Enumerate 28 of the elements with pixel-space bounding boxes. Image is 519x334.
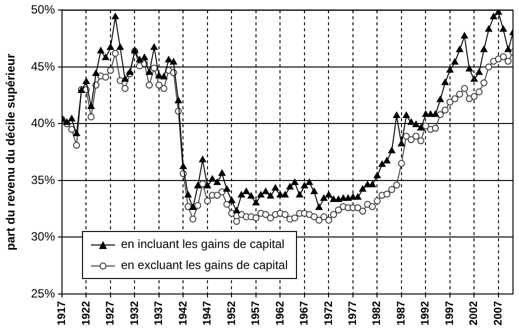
x-tick-label: 1927 [104, 301, 117, 326]
x-tick-label: 2002 [468, 301, 480, 326]
y-tick-label: 40% [30, 116, 56, 130]
x-tick-label: 1932 [128, 301, 141, 326]
legend-label: en excluant les gains de capital [121, 257, 288, 274]
x-tick-label: 1957 [250, 301, 262, 326]
x-tick-label: 1937 [153, 301, 166, 326]
y-tick-label: 45% [30, 59, 56, 74]
x-tick-label: 1992 [420, 301, 432, 326]
y-tick-label: 30% [30, 230, 56, 244]
x-tick-label: 1982 [371, 301, 384, 326]
y-tick-label: 50% [30, 2, 56, 17]
x-tick-label: 1947 [202, 301, 214, 326]
y-tick-label: 35% [30, 172, 56, 187]
x-tick-label: 1977 [347, 301, 359, 326]
y-axis-title: part du revenu du décile supérieur [4, 53, 18, 250]
x-tick-label: 1967 [298, 301, 311, 326]
x-tick-label: 1917 [56, 301, 68, 326]
x-tick-label: 1962 [274, 301, 286, 326]
legend-label: en incluant les gains de capital [121, 236, 284, 253]
x-tick-label: 1972 [322, 301, 335, 326]
x-tick-label: 1922 [80, 301, 92, 326]
y-tick-label: 25% [30, 286, 56, 300]
x-tick-label: 1987 [395, 301, 408, 326]
x-tick-label: 2007 [492, 301, 504, 326]
x-tick-label: 1952 [226, 301, 238, 326]
x-tick-label: 1997 [444, 301, 456, 326]
x-tick-label: 1942 [177, 301, 190, 326]
